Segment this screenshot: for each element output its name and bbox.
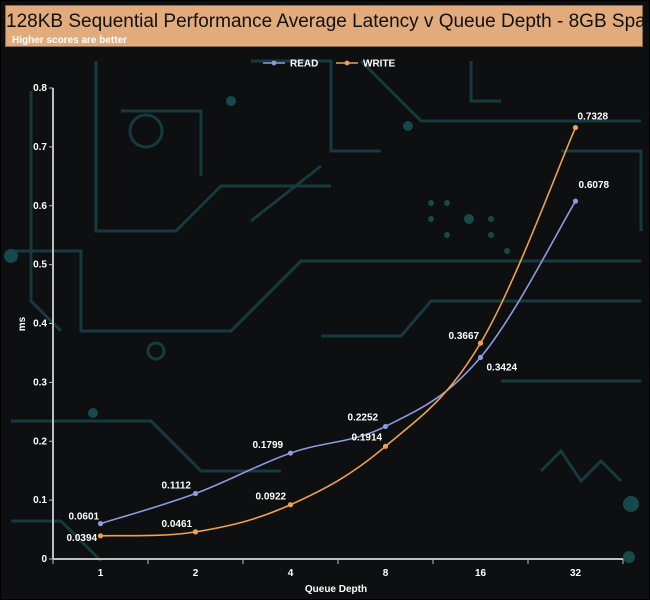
data-label-write: 0.7328 <box>578 112 609 123</box>
data-label-write: 0.0461 <box>162 519 193 530</box>
y-tick-label: 0.8 <box>33 83 47 94</box>
legend-label-read: READ <box>290 59 318 70</box>
circuit-decoration <box>4 59 643 563</box>
data-label-read: 0.1799 <box>253 440 284 451</box>
axes: 0 0.1 0.2 0.3 0.4 0.5 0.6 0.7 0.8 1 2 4 8 16 32 <box>33 83 624 579</box>
data-label-write: 0.3667 <box>449 331 480 342</box>
data-label-read: 0.6078 <box>579 180 610 191</box>
series-point-read <box>287 450 294 456</box>
series-point-write <box>97 533 104 539</box>
x-tick-label: 8 <box>383 568 389 579</box>
chart-subtitle: Higher scores are better <box>12 35 128 46</box>
x-axis-title: Queue Depth <box>305 584 367 595</box>
x-tick-label: 2 <box>193 568 199 579</box>
series-point-write <box>192 529 199 535</box>
y-tick-label: 0.1 <box>33 495 47 506</box>
chart-header: 128KB Sequential Performance Average Lat… <box>5 5 649 47</box>
x-tick-label: 32 <box>570 568 582 579</box>
x-tick-label: 4 <box>288 568 294 579</box>
series-point-read <box>192 490 199 497</box>
y-axis-title: ms <box>17 316 28 331</box>
chart-title: 128KB Sequential Performance Average Lat… <box>6 11 649 32</box>
data-label-read: 0.2252 <box>348 412 379 423</box>
series-point-write <box>572 124 579 131</box>
x-tick-label: 16 <box>475 568 487 579</box>
plot-area: 0.0601 0.1112 0.1799 0.2252 0.3424 0.6078 0.03… <box>67 112 610 544</box>
y-tick-label: 0 <box>41 554 47 565</box>
y-tick-label: 0.4 <box>33 319 47 330</box>
data-label-read: 0.0601 <box>69 512 100 523</box>
series-point-read <box>572 198 579 204</box>
legend-marker-write <box>344 60 350 66</box>
legend-label-write: WRITE <box>363 59 396 70</box>
series-point-write <box>287 502 294 508</box>
series-point-read <box>477 354 484 361</box>
x-tick-label: 1 <box>98 568 104 579</box>
legend-marker-read <box>271 60 277 66</box>
series-point-write <box>382 443 389 449</box>
y-tick-label: 0.5 <box>33 260 47 271</box>
y-tick-label: 0.2 <box>33 436 47 447</box>
y-tick-label: 0.7 <box>33 142 47 153</box>
series-point-read <box>97 521 104 527</box>
data-label-write: 0.0922 <box>256 492 287 503</box>
series-point-write <box>477 340 484 346</box>
y-tick-label: 0.6 <box>33 201 47 212</box>
data-label-write: 0.1914 <box>352 432 383 443</box>
legend: READ WRITE <box>263 59 396 70</box>
data-label-read: 0.3424 <box>487 362 518 373</box>
data-label-read: 0.1112 <box>162 481 192 492</box>
series-point-read <box>382 423 389 430</box>
y-tick-label: 0.3 <box>33 377 47 388</box>
data-label-write: 0.0394 <box>67 533 98 544</box>
